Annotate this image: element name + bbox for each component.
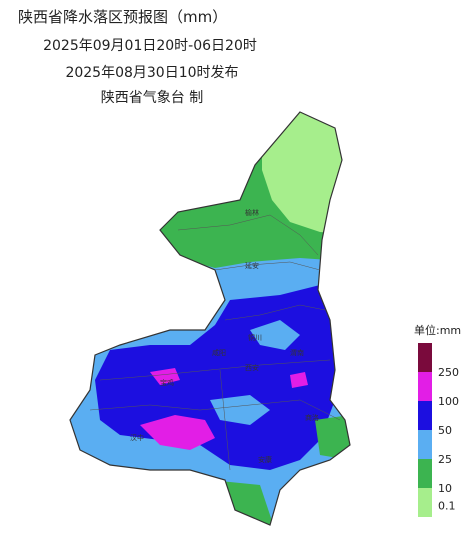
- city-label: 铜川: [248, 333, 262, 342]
- legend-label: 10: [438, 482, 452, 495]
- region-25b: [250, 320, 300, 350]
- legend-label: 0.1: [438, 499, 456, 512]
- legend-swatch: [418, 430, 432, 459]
- legend-label: 250: [438, 366, 459, 379]
- region-10c: [315, 415, 350, 460]
- legend-label: 50: [438, 424, 452, 437]
- city-label: 宝鸡: [160, 378, 174, 387]
- region-100b: [290, 372, 308, 388]
- legend-swatch: [418, 372, 432, 401]
- city-label: 榆林: [245, 208, 259, 217]
- legend-swatch: [418, 343, 432, 372]
- issue-time: 2025年08月30日10时发布: [65, 65, 238, 81]
- city-label: 安康: [258, 455, 272, 464]
- map-title: 陕西省降水落区预报图（mm）: [18, 8, 227, 26]
- legend-label: 25: [438, 453, 452, 466]
- region-100: [140, 415, 215, 450]
- legend-swatch: [418, 459, 432, 488]
- city-label: 西安: [245, 363, 259, 372]
- legend-unit: 单位:mm: [414, 323, 461, 337]
- legend-swatch: [418, 401, 432, 430]
- city-label: 渭南: [290, 348, 304, 357]
- region-100c: [150, 368, 180, 385]
- province-outline: [69, 111, 351, 526]
- legend-swatch: [418, 488, 432, 517]
- legend: 单位:mm 250 100 50 25 10 0.1: [414, 323, 461, 517]
- city-label: 商洛: [305, 413, 319, 422]
- legend-label: 100: [438, 395, 459, 408]
- city-label: 咸阳: [212, 348, 226, 357]
- forecast-period: 2025年09月01日20时-06日20时: [43, 38, 257, 54]
- city-label: 汉中: [130, 433, 144, 442]
- city-borders: [89, 214, 341, 471]
- city-label: 延安: [245, 261, 259, 270]
- issuer: 陕西省气象台 制: [101, 90, 203, 106]
